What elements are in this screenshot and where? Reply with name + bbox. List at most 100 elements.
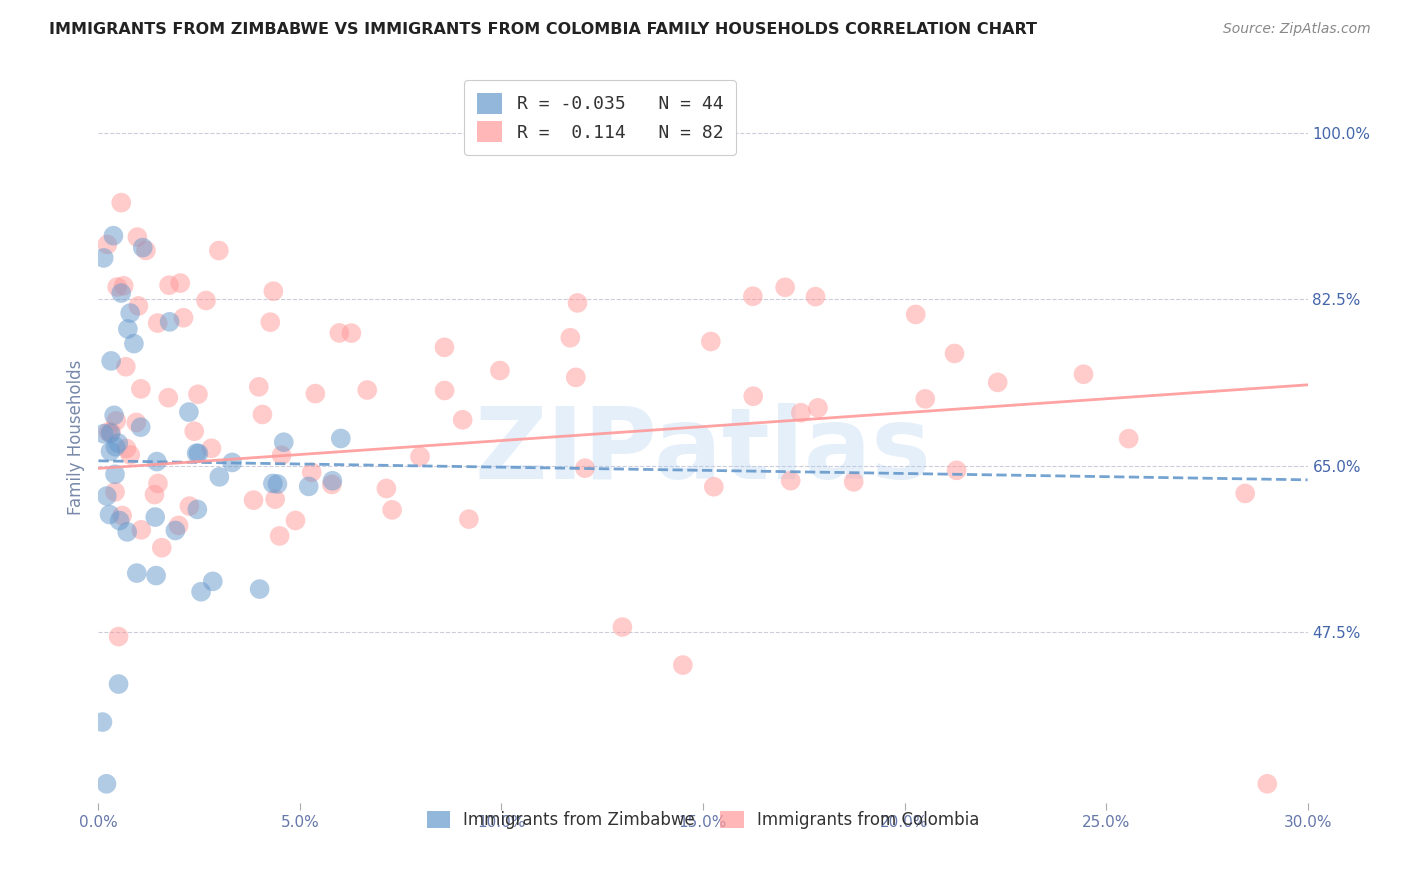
Point xyxy=(807,401,830,415)
Point xyxy=(112,278,135,293)
Point xyxy=(433,340,456,354)
Point xyxy=(107,677,129,691)
Point xyxy=(146,454,169,468)
Point xyxy=(298,479,321,493)
Point xyxy=(612,620,634,634)
Y-axis label: Family Households: Family Households xyxy=(66,359,84,515)
Point xyxy=(143,487,166,501)
Point xyxy=(195,293,218,308)
Point xyxy=(790,406,813,420)
Point xyxy=(96,489,118,503)
Point xyxy=(177,405,200,419)
Point xyxy=(457,512,479,526)
Point xyxy=(105,280,128,294)
Point xyxy=(157,391,180,405)
Point xyxy=(284,513,307,527)
Point xyxy=(381,503,404,517)
Point xyxy=(120,306,142,320)
Point xyxy=(259,315,281,329)
Point xyxy=(409,450,432,464)
Text: Source: ZipAtlas.com: Source: ZipAtlas.com xyxy=(1223,22,1371,37)
Point xyxy=(104,467,127,482)
Point xyxy=(143,510,166,524)
Point xyxy=(208,470,231,484)
Point xyxy=(945,463,967,477)
Point xyxy=(451,413,474,427)
Point xyxy=(110,195,132,210)
Point xyxy=(100,426,122,441)
Point xyxy=(741,289,763,303)
Point xyxy=(700,334,723,349)
Point xyxy=(1256,777,1278,791)
Point xyxy=(565,370,588,384)
Point xyxy=(221,455,243,469)
Point xyxy=(159,315,181,329)
Point xyxy=(187,387,209,401)
Point xyxy=(96,777,118,791)
Point xyxy=(125,416,148,430)
Point xyxy=(150,541,173,555)
Point xyxy=(96,237,118,252)
Point xyxy=(100,354,122,368)
Point xyxy=(252,408,274,422)
Point xyxy=(117,322,139,336)
Text: ZIPatlas: ZIPatlas xyxy=(475,403,931,500)
Point xyxy=(270,448,292,462)
Point xyxy=(375,482,398,496)
Point xyxy=(157,278,180,293)
Point xyxy=(264,492,287,507)
Point xyxy=(329,432,352,446)
Point xyxy=(115,442,138,456)
Point xyxy=(904,308,927,322)
Point xyxy=(100,425,122,439)
Point xyxy=(247,380,270,394)
Point xyxy=(146,316,169,330)
Point xyxy=(187,446,209,460)
Point xyxy=(489,363,512,377)
Point xyxy=(165,524,187,538)
Point xyxy=(135,244,157,258)
Point xyxy=(127,299,149,313)
Point xyxy=(356,383,378,397)
Point xyxy=(943,346,966,360)
Point xyxy=(129,523,152,537)
Point xyxy=(340,326,363,340)
Point xyxy=(105,414,128,428)
Point xyxy=(108,514,131,528)
Point xyxy=(186,502,208,516)
Point xyxy=(433,384,456,398)
Point xyxy=(200,442,222,456)
Point xyxy=(186,446,208,460)
Point xyxy=(273,435,295,450)
Point xyxy=(115,524,138,539)
Point xyxy=(125,566,148,580)
Point xyxy=(179,499,201,513)
Point xyxy=(93,251,115,265)
Point xyxy=(103,409,125,423)
Point xyxy=(146,476,169,491)
Point xyxy=(672,658,695,673)
Point xyxy=(107,436,129,450)
Point xyxy=(321,477,343,491)
Point xyxy=(114,359,136,374)
Point xyxy=(779,474,801,488)
Point xyxy=(127,230,149,244)
Point xyxy=(262,284,284,298)
Point xyxy=(321,474,343,488)
Point xyxy=(266,477,288,491)
Point xyxy=(110,285,132,300)
Point xyxy=(914,392,936,406)
Point xyxy=(111,508,134,523)
Point xyxy=(183,424,205,438)
Point xyxy=(304,386,326,401)
Point xyxy=(242,493,264,508)
Point xyxy=(129,420,152,434)
Point xyxy=(301,465,323,479)
Point xyxy=(208,244,231,258)
Point xyxy=(122,336,145,351)
Point xyxy=(129,382,152,396)
Point xyxy=(262,476,284,491)
Point xyxy=(120,448,142,462)
Point xyxy=(169,276,191,290)
Point xyxy=(104,484,127,499)
